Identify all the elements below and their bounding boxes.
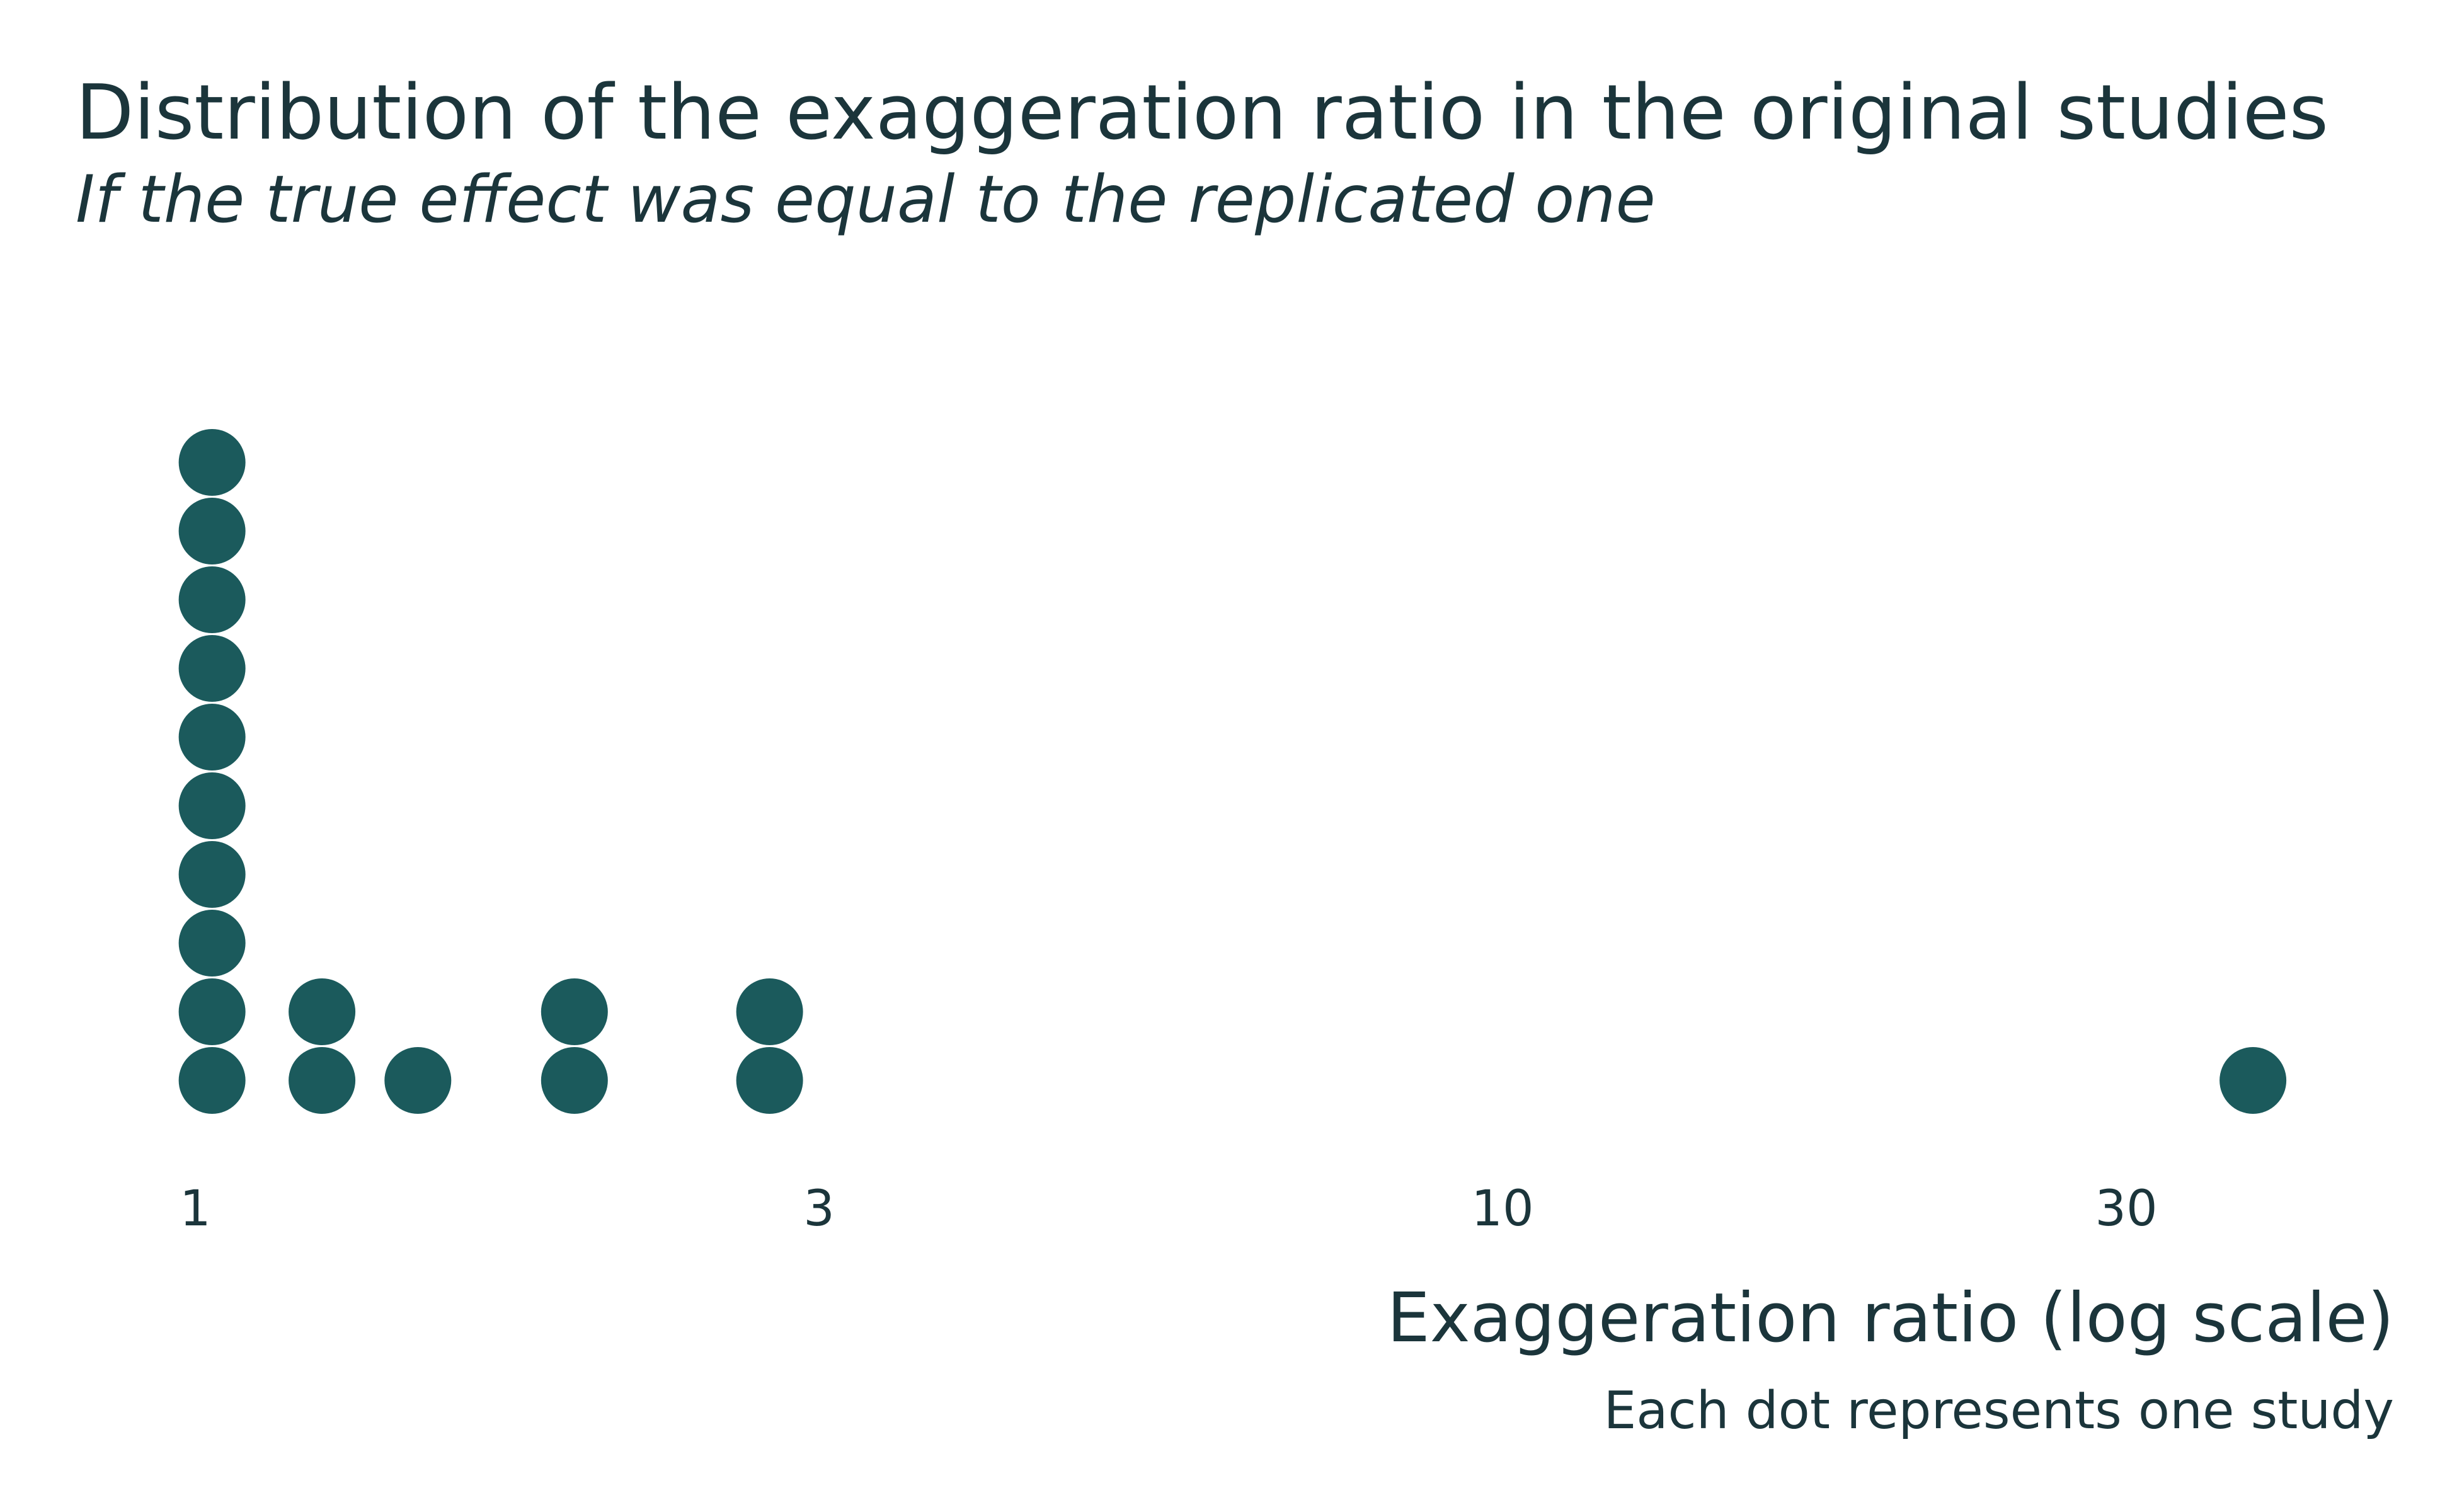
- study-dot: [178, 429, 246, 496]
- chart-title: Distribution of the exaggeration ratio i…: [76, 69, 2329, 157]
- study-dot: [736, 978, 803, 1045]
- study-dot: [178, 635, 246, 702]
- x-tick-label: 10: [1471, 1181, 1533, 1237]
- chart-subtitle: If the true effect was equal to the repl…: [76, 162, 1656, 238]
- study-dot: [384, 1047, 452, 1114]
- study-dot: [178, 1047, 246, 1114]
- x-tick-label: 30: [2095, 1181, 2157, 1237]
- x-tick-label: 1: [180, 1181, 211, 1237]
- study-dot: [178, 910, 246, 976]
- study-dot: [289, 978, 356, 1045]
- study-dot: [178, 772, 246, 839]
- study-dot: [178, 566, 246, 633]
- dots-layer: [178, 429, 2287, 1114]
- chart-caption: Each dot represents one study: [1603, 1381, 2394, 1441]
- x-axis-label: Exaggeration ratio (log scale): [1387, 1279, 2394, 1358]
- study-dot: [178, 498, 246, 564]
- study-dot: [178, 841, 246, 908]
- study-dot: [178, 978, 246, 1045]
- x-tick-label: 3: [803, 1181, 835, 1237]
- study-dot: [541, 978, 608, 1045]
- study-dot: [541, 1047, 608, 1114]
- study-dot: [178, 704, 246, 770]
- study-dot: [2219, 1047, 2287, 1114]
- study-dot: [289, 1047, 356, 1114]
- x-axis-ticks: 1 3 10 30: [180, 1181, 2157, 1237]
- study-dot: [736, 1047, 803, 1114]
